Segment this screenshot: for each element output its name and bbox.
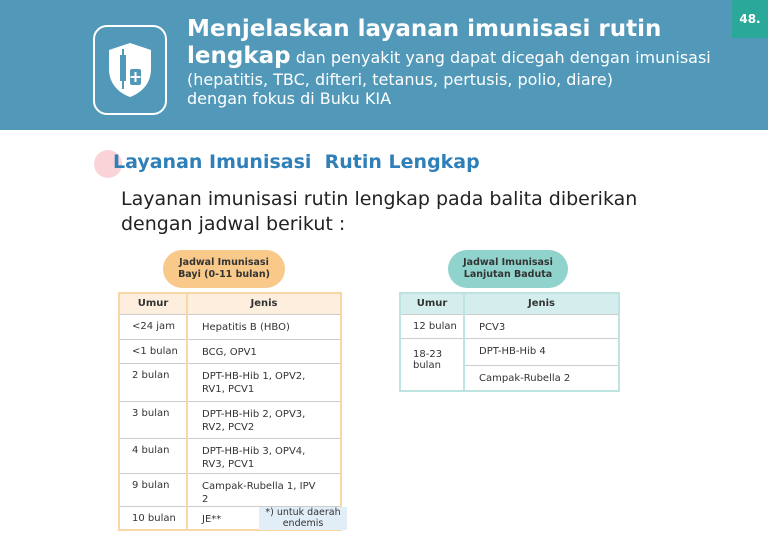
table-row: 9 bulan Campak-Rubella 1, IPV 2 xyxy=(119,473,341,506)
table-row: 2 bulan DPT-HB-Hib 1, OPV2, RV1, PCV1 xyxy=(119,363,341,401)
header-banner: 48. Menjelaskan layanan imunisasi rutin … xyxy=(0,0,768,130)
footnote: *) untuk daerah endemis xyxy=(259,507,347,530)
table-row: <24 jam Hepatitis B (HBO) xyxy=(119,314,341,339)
cell-umur: <24 jam xyxy=(119,314,188,339)
cell-umur: 3 bulan xyxy=(119,401,188,438)
table-baduta: Umur Jenis 12 bulan PCV3 18-23 bulan DPT-HB-H… xyxy=(399,292,620,392)
cell-jenis: Campak-Rubella 1, IPV 2 xyxy=(202,480,316,505)
cell-umur: 4 bulan xyxy=(119,438,188,473)
table-row: Campak-Rubella 2 xyxy=(400,365,619,391)
cell-jenis: Campak-Rubella 2 xyxy=(479,372,571,384)
table-row: <1 bulan BCG, OPV1 xyxy=(119,339,341,363)
column-header: Jenis xyxy=(464,293,620,314)
table-bayi-title: Jadwal Imunisasi Bayi (0-11 bulan) xyxy=(163,250,285,288)
table-bayi: Umur Jenis <24 jam Hepatitis B (HBO) <1 bula… xyxy=(118,292,342,531)
page-number: 48. xyxy=(732,0,768,38)
table-row: 18-23 bulan DPT-HB-Hib 4 xyxy=(400,338,619,391)
cell-jenis: BCG, OPV1 xyxy=(202,346,257,358)
column-header: Jenis xyxy=(187,293,342,314)
cell-jenis: JE** xyxy=(202,513,222,525)
table-row: 3 bulan DPT-HB-Hib 2, OPV3, RV2, PCV2 xyxy=(119,401,341,438)
cell-umur: 12 bulan xyxy=(400,314,465,338)
cell-jenis: DPT-HB-Hib 2, OPV3, RV2, PCV2 xyxy=(202,408,306,433)
column-header: Umur xyxy=(400,293,465,314)
table-row: 12 bulan PCV3 xyxy=(400,314,619,338)
table-baduta-title: Jadwal Imunisasi Lanjutan Baduta xyxy=(448,250,568,288)
cell-jenis: DPT-HB-Hib 1, OPV2, RV1, PCV1 xyxy=(202,370,306,395)
column-header: Umur xyxy=(119,293,188,314)
cell-jenis: DPT-HB-Hib 3, OPV4, RV3, PCV1 xyxy=(202,445,306,470)
table-row: 10 bulan JE** xyxy=(119,506,341,530)
cell-jenis: Hepatitis B (HBO) xyxy=(202,321,290,333)
shield-vaccine-icon xyxy=(93,25,167,115)
decorative-circle xyxy=(94,150,122,178)
cell-umur: 9 bulan xyxy=(119,473,188,506)
cell-jenis: DPT-HB-Hib 4 xyxy=(479,345,546,357)
cell-jenis: PCV3 xyxy=(479,321,506,333)
intro-text: Layanan imunisasi rutin lengkap pada bal… xyxy=(121,188,638,235)
header-title: Menjelaskan layanan imunisasi rutin leng… xyxy=(187,16,711,108)
cell-umur: 10 bulan xyxy=(119,506,188,530)
table-row: 4 bulan DPT-HB-Hib 3, OPV4, RV3, PCV1 xyxy=(119,438,341,473)
cell-umur: 2 bulan xyxy=(119,363,188,401)
section-title: Layanan Imunisasi Rutin Lengkap xyxy=(113,151,480,173)
cell-umur: <1 bulan xyxy=(119,339,188,363)
cell-umur: 18-23 bulan xyxy=(400,338,465,391)
